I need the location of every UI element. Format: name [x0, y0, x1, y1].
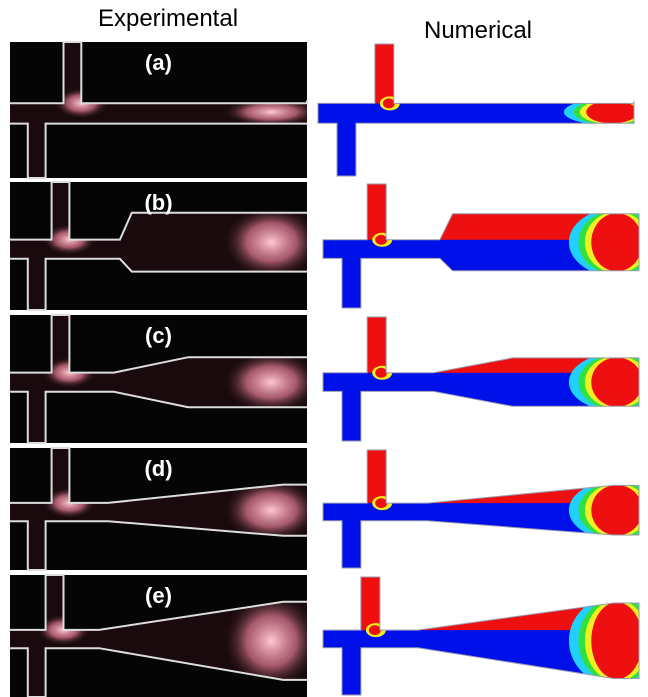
- figure: Experimental Numerical (a) (b) (c) (d) (e): [0, 0, 648, 697]
- panel: (d): [10, 448, 648, 570]
- column-header: Experimental: [98, 5, 238, 32]
- interface-band: [375, 498, 387, 508]
- panel-label: (d): [144, 456, 172, 481]
- column-header: Numerical: [424, 17, 532, 44]
- panel: (c): [10, 315, 648, 443]
- interface-band: [591, 213, 642, 271]
- panel-label: (c): [145, 323, 172, 348]
- panel: (e): [10, 575, 648, 697]
- interface-band: [591, 602, 642, 679]
- interface-band: [591, 357, 642, 406]
- panel-label: (b): [144, 190, 172, 215]
- interface-band: [383, 98, 395, 108]
- pink-glow: [221, 204, 322, 281]
- panel: (a): [10, 42, 648, 178]
- panel-label: (a): [145, 50, 172, 75]
- panel: (b): [10, 182, 648, 310]
- interface-band: [369, 625, 381, 635]
- numerical-image: [323, 317, 648, 441]
- interface-band: [375, 235, 387, 245]
- interface-band: [591, 485, 642, 536]
- interface-band: [375, 368, 387, 378]
- panels: (a) (b) (c) (d) (e): [10, 42, 648, 697]
- numerical-image: [318, 44, 648, 176]
- pink-glow: [221, 350, 322, 415]
- interface-band: [586, 101, 637, 124]
- red-inlet: [318, 44, 638, 103]
- numerical-image: [323, 184, 648, 308]
- numerical-image: [323, 450, 648, 568]
- numerical-image: [323, 577, 648, 695]
- panel-label: (e): [145, 583, 172, 608]
